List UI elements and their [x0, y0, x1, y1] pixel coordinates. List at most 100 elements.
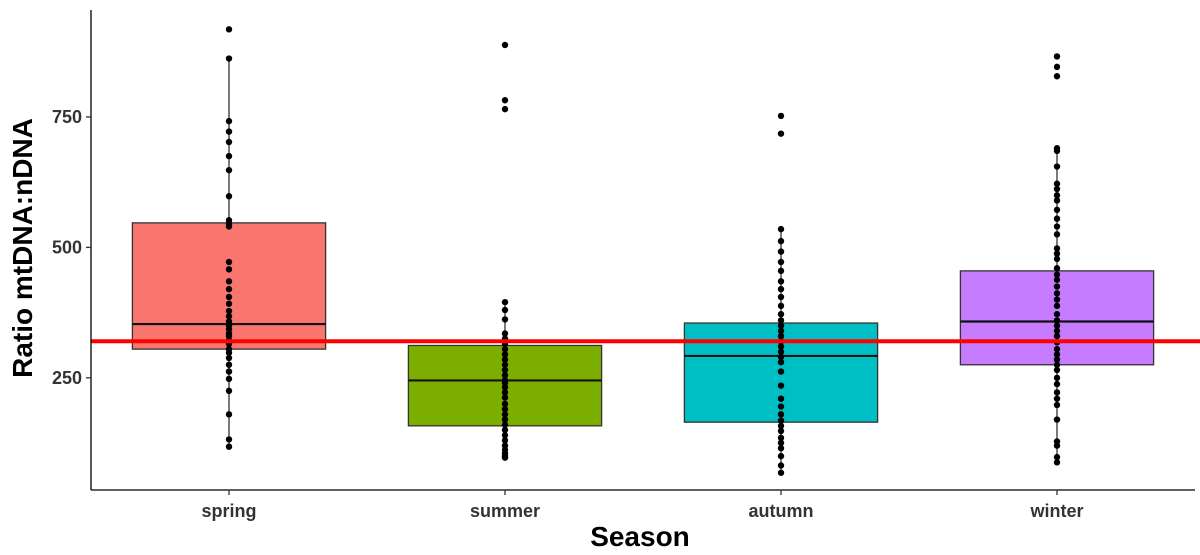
data-point: [225, 368, 233, 375]
plot-area: [91, 26, 1200, 476]
data-point: [501, 416, 509, 423]
data-point: [777, 332, 785, 340]
data-point: [777, 382, 785, 389]
data-point: [1053, 395, 1061, 402]
data-point: [1053, 245, 1061, 252]
data-point: [777, 258, 785, 266]
data-point: [225, 266, 233, 273]
data-point: [225, 223, 233, 230]
data-point: [777, 358, 785, 366]
data-point: [1053, 416, 1061, 423]
data-point: [225, 128, 233, 135]
x-tick-label-winter: winter: [1029, 501, 1083, 521]
data-point: [501, 97, 509, 104]
box-group-autumn: [683, 112, 879, 476]
data-point: [225, 300, 233, 307]
data-point: [777, 452, 785, 460]
data-point: [1053, 290, 1061, 297]
data-point: [501, 306, 509, 314]
data-point: [225, 293, 233, 301]
data-point: [225, 443, 233, 450]
data-point: [777, 317, 785, 324]
data-point: [1053, 271, 1061, 278]
data-point: [1053, 389, 1061, 396]
data-point: [1053, 356, 1061, 363]
data-point: [777, 130, 785, 137]
data-point: [225, 313, 233, 320]
y-axis-title: Ratio mtDNA:nDNA: [7, 118, 38, 378]
data-point: [501, 394, 509, 401]
data-point: [1053, 322, 1061, 329]
data-point: [501, 105, 509, 113]
data-point: [501, 384, 509, 391]
data-point: [777, 285, 785, 293]
data-point: [501, 330, 509, 337]
data-point: [777, 322, 785, 329]
data-point: [1053, 453, 1061, 461]
data-point: [777, 267, 785, 275]
data-point: [501, 366, 509, 374]
data-point: [501, 421, 509, 428]
data-point: [501, 405, 509, 413]
data-point: [777, 237, 785, 245]
data-point: [225, 166, 233, 174]
data-point: [225, 138, 233, 146]
data-point: [501, 454, 509, 461]
data-point: [1053, 374, 1061, 382]
data-point: [1053, 351, 1061, 358]
y-tick-label: 250: [52, 368, 82, 388]
data-point: [225, 193, 233, 200]
data-point: [1053, 147, 1061, 155]
data-point: [777, 343, 785, 350]
data-point: [777, 417, 785, 424]
data-point: [1053, 163, 1061, 170]
data-point: [501, 411, 509, 418]
box-group-spring: [131, 26, 327, 450]
data-point: [777, 293, 785, 301]
data-point: [225, 285, 233, 293]
data-point: [777, 225, 785, 233]
data-point: [1053, 283, 1061, 290]
data-point: [777, 302, 785, 310]
data-point: [501, 361, 509, 368]
data-point: [501, 426, 509, 434]
data-point: [501, 372, 509, 379]
data-point: [1053, 215, 1061, 222]
data-point: [777, 248, 785, 255]
data-point: [501, 432, 509, 439]
data-point: [777, 395, 785, 402]
axes: 250 500 750 spring summer autumn winter: [52, 10, 1195, 521]
data-point: [1053, 310, 1061, 318]
data-point: [1053, 255, 1061, 263]
data-point: [225, 387, 233, 395]
box-group-winter: [959, 53, 1155, 466]
data-point: [1053, 401, 1061, 409]
data-point: [225, 354, 233, 362]
data-point: [1053, 296, 1061, 303]
data-point: [777, 403, 785, 410]
data-point: [777, 427, 785, 435]
data-point: [1053, 459, 1061, 466]
data-point: [225, 55, 233, 62]
data-point: [225, 436, 233, 443]
data-point: [501, 316, 509, 323]
data-point: [1053, 327, 1061, 335]
data-point: [777, 462, 785, 469]
data-point: [1053, 192, 1061, 199]
data-point: [1053, 53, 1061, 60]
data-point: [225, 278, 233, 285]
data-point: [501, 345, 509, 353]
data-point: [777, 278, 785, 285]
data-point: [777, 469, 785, 476]
data-point: [777, 112, 785, 120]
data-point: [1053, 317, 1061, 324]
data-point: [1053, 250, 1061, 257]
data-point: [1053, 206, 1061, 214]
data-point: [777, 445, 785, 452]
data-point: [1053, 276, 1061, 283]
data-point: [1053, 63, 1061, 71]
data-point: [225, 411, 233, 418]
data-point: [1053, 73, 1061, 80]
data-point: [777, 327, 785, 335]
